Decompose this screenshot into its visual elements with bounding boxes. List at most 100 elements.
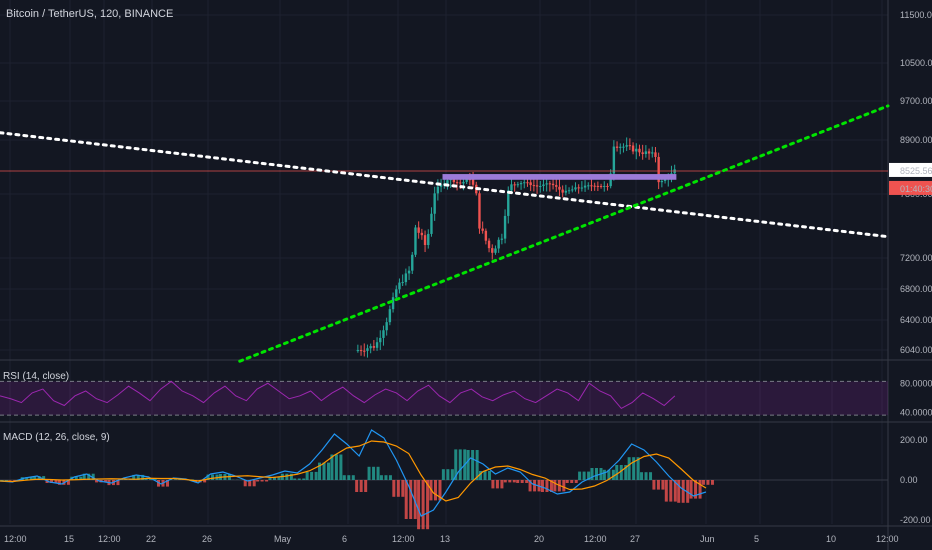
candle-body	[487, 240, 491, 249]
candle-body	[663, 179, 667, 181]
macd-histogram-bar	[433, 480, 437, 501]
macd-histogram-bar	[173, 479, 177, 480]
macd-histogram-bar	[351, 475, 355, 480]
macd-histogram-bar	[37, 476, 41, 480]
macd-histogram-bar	[565, 480, 569, 483]
macd-histogram-bar	[149, 478, 153, 480]
time-tick-label: 15	[64, 534, 74, 544]
macd-histogram-bar	[166, 480, 170, 487]
candle-body	[369, 346, 372, 349]
candle-body	[542, 184, 545, 186]
candle-body	[625, 145, 628, 147]
macd-histogram-bar	[441, 469, 445, 480]
candle-body	[503, 215, 507, 239]
candle-body	[628, 145, 632, 147]
macd-histogram-bar	[644, 472, 648, 480]
candle-body	[401, 282, 404, 284]
candle-body	[372, 346, 376, 348]
macd-histogram-bar	[698, 480, 702, 499]
macd-histogram-bar	[466, 450, 470, 480]
macd-histogram-bar	[454, 449, 458, 480]
macd-histogram-bar	[409, 480, 413, 519]
candle-body	[407, 270, 411, 274]
macd-histogram-bar	[252, 480, 256, 487]
macd-histogram-bar	[491, 480, 495, 489]
macd-histogram-bar	[87, 473, 91, 480]
macd-histogram-bar	[74, 476, 78, 480]
macd-histogram-bar	[401, 480, 405, 497]
macd-histogram-bar	[508, 480, 512, 483]
candle-body	[382, 330, 385, 338]
macd-histogram-bar	[91, 473, 95, 480]
macd-histogram-bar	[706, 480, 710, 485]
candle-body	[660, 180, 664, 183]
candle-body	[510, 184, 513, 191]
macd-histogram-bar	[587, 471, 591, 480]
candle-body	[462, 181, 465, 184]
candle-body	[526, 182, 529, 184]
price-tick-label: 6400.00	[900, 315, 932, 325]
macd-histogram-bar	[82, 473, 86, 480]
macd-histogram-bar	[285, 473, 289, 480]
candle-body	[465, 179, 468, 182]
macd-histogram-bar	[503, 480, 507, 483]
macd-histogram-bar	[153, 478, 157, 480]
macd-histogram-bar	[268, 477, 272, 480]
macd-histogram-bar	[417, 480, 421, 530]
candle-body	[459, 182, 462, 184]
macd-histogram-bar	[471, 450, 475, 480]
candle-body	[619, 146, 622, 148]
candle-body	[574, 187, 577, 190]
countdown-badge	[889, 180, 932, 195]
rsi-line	[0, 380, 676, 410]
candle-body	[571, 189, 574, 191]
candle-body	[455, 182, 459, 184]
price-tick-label: 11500.00	[900, 10, 932, 20]
candle-body	[545, 183, 548, 185]
macd-histogram-bar	[248, 480, 252, 487]
candle-body	[596, 185, 600, 187]
macd-histogram-bar	[260, 480, 264, 482]
time-tick-label: Jun	[700, 534, 715, 544]
candle-body	[423, 235, 427, 246]
macd-histogram-bar	[272, 477, 276, 480]
candle-body	[513, 184, 516, 186]
candle-body	[532, 185, 536, 187]
macd-histogram-bar	[45, 480, 49, 483]
macd-histogram-bar	[42, 476, 46, 480]
macd-histogram-bar	[136, 474, 140, 480]
candle-body	[551, 183, 555, 186]
candle-body	[638, 148, 641, 153]
chart-title: Bitcoin / TetherUS, 120, BINANCE	[6, 8, 174, 20]
candle-body	[590, 185, 593, 187]
macd-histogram-bar	[310, 471, 314, 480]
macd-histogram-bar	[33, 476, 37, 480]
candle-body	[644, 151, 648, 155]
candle-body	[651, 152, 654, 154]
macd-histogram-bar	[243, 480, 247, 487]
macd-histogram-bar	[367, 466, 371, 480]
macd-histogram-bar	[540, 480, 544, 492]
macd-histogram-bar	[29, 477, 33, 480]
macd-histogram-bar	[388, 475, 392, 480]
candle-body	[548, 183, 552, 185]
candle-body	[404, 273, 408, 283]
candle-body	[500, 238, 504, 240]
macd-histogram-bar	[132, 474, 136, 480]
macd-histogram-bar	[615, 465, 619, 480]
macd-label: MACD (12, 26, close, 9)	[3, 432, 110, 443]
macd-histogram-bar	[694, 480, 698, 499]
macd-histogram-bar	[95, 480, 99, 483]
candle-body	[606, 185, 609, 187]
macd-histogram-bar	[636, 457, 640, 480]
macd-tick-label: 0.00	[900, 475, 918, 485]
macd-histogram-bar	[141, 474, 145, 480]
candle-body	[539, 185, 542, 187]
macd-histogram-bar	[458, 449, 462, 480]
macd-histogram-bar	[421, 480, 425, 530]
macd-histogram-bar	[681, 480, 685, 503]
macd-histogram-bar	[656, 480, 660, 490]
candle-body	[535, 185, 539, 187]
macd-histogram-bar	[701, 480, 705, 485]
